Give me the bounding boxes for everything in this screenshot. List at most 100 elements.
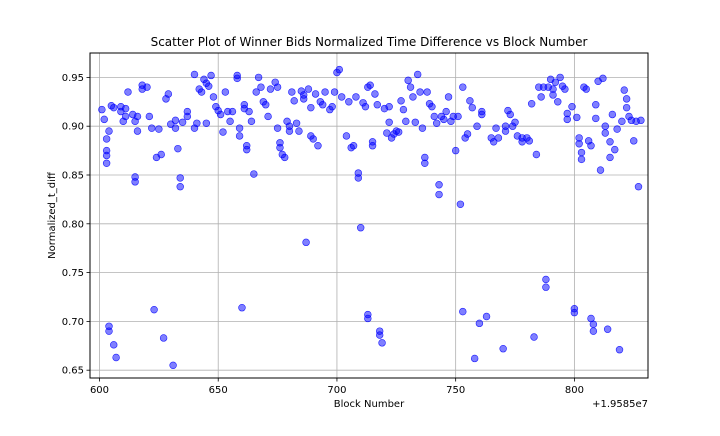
data-point [311,90,320,98]
data-point [373,101,382,109]
data-point [150,305,158,314]
data-point [219,128,227,136]
data-point [167,120,175,128]
x-tick-label: 700 [327,385,346,396]
data-point [459,83,467,91]
data-point [190,70,199,79]
data-point [102,135,111,143]
data-point [428,102,436,111]
data-point [238,304,246,312]
data-point [133,127,142,135]
data-point [328,102,336,111]
y-tick-label: 0.70 [62,317,84,328]
data-point [174,144,182,153]
data-point [309,135,317,143]
y-tick-label: 0.85 [62,170,84,181]
data-point [563,115,571,124]
data-point [112,353,120,362]
data-point [577,148,586,157]
data-point [411,118,419,126]
data-point [475,319,484,328]
x-tick-label: 750 [446,385,465,396]
data-point [221,88,230,96]
data-point [573,113,581,122]
data-point [345,98,353,106]
y-tick-label: 0.75 [62,268,84,279]
data-point [532,150,541,159]
data-point [110,103,118,112]
data-point [430,112,438,121]
data-point [264,112,272,121]
data-point [254,73,263,82]
data-point [102,159,111,167]
data-point [383,129,391,137]
data-point [257,83,265,91]
data-point [100,115,108,124]
data-point [337,93,346,101]
x-axis-offset-label: +1.9585e7 [592,399,648,410]
plot-area-frame [89,52,649,379]
data-point [245,107,253,116]
y-tick-label: 0.80 [62,219,84,230]
data-point [568,102,576,111]
data-point [371,90,379,98]
data-point [216,110,225,119]
data-point [171,116,180,125]
data-point [440,115,448,124]
data-point [570,308,579,317]
data-point [527,100,536,108]
data-point [171,124,180,132]
data-point [468,103,476,112]
data-point [554,98,562,106]
data-point [409,93,417,101]
data-point [366,81,374,89]
data-point [561,85,569,93]
data-point [321,88,329,96]
y-axis-ticks: 0.65 0.70 0.75 0.80 0.85 0.90 0.95 [62,73,90,377]
data-point [290,97,298,105]
grid-lines [90,53,648,378]
data-point [394,128,403,136]
data-point [330,88,339,96]
data-point [110,341,118,349]
data-point [302,238,310,247]
data-point [252,88,260,96]
data-point [319,101,327,109]
data-point [226,117,234,126]
data-point [613,125,621,133]
data-point [124,88,132,96]
data-point [262,101,270,109]
data-point [406,83,415,91]
data-point [102,151,111,160]
data-point [157,150,165,159]
data-point [295,127,303,135]
data-point [281,153,289,162]
y-tick-label: 0.95 [62,73,84,84]
data-point [589,320,598,329]
data-point [176,183,184,191]
data-point [556,73,564,82]
data-point [235,124,244,132]
data-point [489,138,498,146]
data-point [385,118,393,126]
data-point [404,76,412,85]
data-point [615,346,624,354]
data-point [435,181,443,189]
data-point [459,307,467,316]
data-point [250,170,258,178]
data-point [611,145,619,154]
data-point [368,142,377,150]
data-point [285,127,294,135]
data-point [620,86,628,94]
data-point [300,95,308,103]
data-point [463,130,472,138]
data-point [105,127,113,135]
data-point [98,105,106,114]
data-point [618,117,626,126]
data-point [454,112,462,121]
data-point [444,93,453,101]
data-point [466,97,474,105]
data-point [361,102,370,111]
